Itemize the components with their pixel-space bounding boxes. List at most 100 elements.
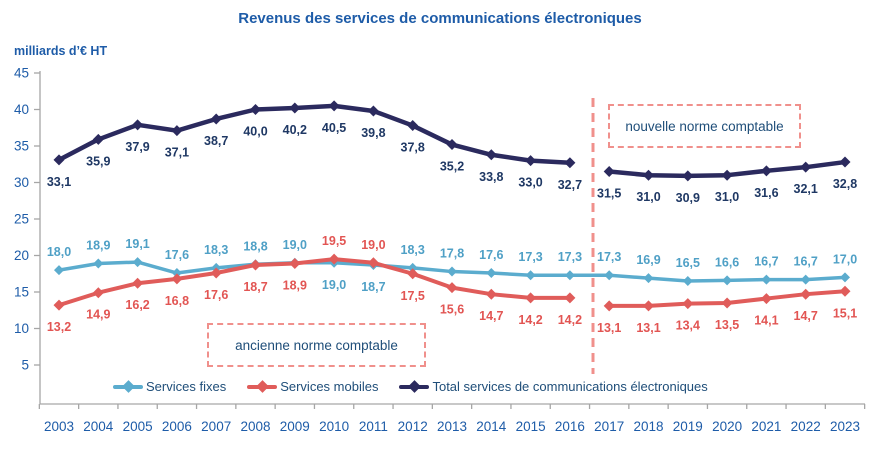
data-point-marker bbox=[367, 105, 379, 117]
chart-title: Revenus des services de communications é… bbox=[238, 10, 642, 27]
x-tick-label: 2010 bbox=[319, 419, 349, 434]
data-point-label: 16,7 bbox=[754, 255, 778, 269]
data-point-label: 37,8 bbox=[401, 141, 425, 155]
data-point-label: 35,2 bbox=[440, 160, 464, 174]
x-tick-label: 2005 bbox=[123, 419, 153, 434]
data-point-label: 16,5 bbox=[676, 256, 700, 270]
data-point-label: 17,6 bbox=[165, 248, 189, 262]
legend-item-fixes: Services fixes bbox=[113, 379, 226, 394]
x-tick-label: 2003 bbox=[44, 419, 74, 434]
x-tick-label: 2020 bbox=[712, 419, 742, 434]
y-tick-label: 35 bbox=[14, 139, 29, 154]
data-point-label: 13,4 bbox=[676, 319, 700, 333]
data-point-label: 35,9 bbox=[86, 154, 110, 168]
data-point-marker bbox=[525, 155, 537, 167]
data-point-marker bbox=[760, 293, 772, 305]
data-point-label: 17,8 bbox=[440, 247, 464, 261]
data-point-marker bbox=[92, 287, 104, 299]
data-point-marker bbox=[800, 288, 812, 300]
data-point-label: 17,0 bbox=[833, 252, 857, 266]
data-point-marker bbox=[328, 100, 340, 112]
data-point-label: 14,7 bbox=[794, 309, 818, 323]
data-point-label: 13,2 bbox=[47, 320, 71, 334]
data-point-label: 38,7 bbox=[204, 134, 228, 148]
data-point-label: 17,3 bbox=[597, 250, 621, 264]
y-tick-label: 10 bbox=[14, 321, 29, 336]
data-point-label: 30,9 bbox=[676, 191, 700, 205]
data-point-label: 33,8 bbox=[479, 170, 503, 184]
x-tick-label: 2015 bbox=[516, 419, 546, 434]
data-point-marker bbox=[839, 156, 851, 168]
data-point-marker bbox=[289, 102, 301, 114]
data-point-marker bbox=[603, 300, 615, 312]
data-point-marker bbox=[564, 292, 576, 304]
data-point-label: 17,3 bbox=[558, 250, 582, 264]
data-point-marker bbox=[564, 157, 576, 169]
data-point-label: 19,5 bbox=[322, 234, 346, 248]
y-tick-label: 20 bbox=[14, 248, 29, 263]
data-point-marker bbox=[682, 170, 694, 182]
data-point-label: 39,8 bbox=[361, 126, 385, 140]
x-tick-label: 2023 bbox=[830, 419, 860, 434]
legend-label-mobiles: Services mobiles bbox=[280, 379, 379, 394]
data-point-marker bbox=[132, 257, 143, 268]
data-point-label: 16,8 bbox=[165, 294, 189, 308]
data-point-marker bbox=[92, 133, 104, 145]
x-tick-label: 2009 bbox=[280, 419, 310, 434]
data-point-label: 13,1 bbox=[636, 321, 660, 335]
legend-label-fixes: Services fixes bbox=[146, 379, 227, 394]
data-point-marker bbox=[289, 258, 301, 270]
y-axis-unit-label: milliards d’€ HT bbox=[14, 44, 108, 58]
data-point-label: 17,3 bbox=[518, 250, 542, 264]
data-point-label: 40,2 bbox=[283, 123, 307, 137]
data-point-label: 31,0 bbox=[636, 190, 660, 204]
y-tick-label: 5 bbox=[21, 358, 29, 373]
y-tick-label: 30 bbox=[14, 175, 29, 190]
annotation-new-norm: nouvelle norme comptable bbox=[608, 104, 801, 148]
data-point-marker bbox=[446, 139, 458, 151]
data-point-label: 16,2 bbox=[125, 298, 149, 312]
data-point-label: 13,5 bbox=[715, 318, 739, 332]
data-point-marker bbox=[761, 274, 772, 285]
data-point-label: 19,0 bbox=[283, 238, 307, 252]
legend-label-total: Total services de communications électro… bbox=[432, 379, 708, 394]
data-point-marker bbox=[722, 275, 733, 286]
data-point-marker bbox=[603, 166, 615, 178]
x-tick-label: 2006 bbox=[162, 419, 192, 434]
annotation-old-norm: ancienne norme comptable bbox=[207, 323, 426, 367]
data-point-marker bbox=[328, 253, 340, 265]
data-point-marker bbox=[840, 272, 850, 283]
x-tick-label: 2014 bbox=[476, 419, 507, 434]
data-point-label: 17,6 bbox=[479, 248, 503, 262]
x-tick-label: 2007 bbox=[201, 419, 231, 434]
data-point-marker bbox=[486, 268, 497, 279]
data-point-label: 16,7 bbox=[794, 255, 818, 269]
data-point-marker bbox=[800, 161, 812, 173]
data-point-label: 14,1 bbox=[754, 314, 778, 328]
data-point-marker bbox=[210, 267, 222, 279]
data-point-marker bbox=[682, 276, 693, 287]
data-point-marker bbox=[839, 285, 851, 297]
data-point-marker bbox=[93, 258, 104, 269]
x-tick-label: 2016 bbox=[555, 419, 585, 434]
data-point-marker bbox=[54, 265, 64, 276]
data-point-marker bbox=[132, 277, 144, 289]
data-point-label: 16,9 bbox=[636, 253, 660, 267]
data-point-marker bbox=[447, 266, 457, 277]
series-line bbox=[57, 257, 572, 308]
data-point-label: 32,8 bbox=[833, 177, 857, 191]
y-tick-label: 45 bbox=[14, 66, 29, 81]
data-point-label: 31,5 bbox=[597, 187, 621, 201]
data-point-marker bbox=[250, 104, 261, 115]
data-point-label: 15,1 bbox=[833, 306, 857, 320]
data-point-label: 18,3 bbox=[204, 243, 228, 257]
data-point-label: 18,9 bbox=[86, 239, 110, 253]
data-point-marker bbox=[250, 259, 261, 271]
data-point-marker bbox=[643, 273, 654, 284]
data-point-marker bbox=[643, 169, 654, 181]
y-tick-label: 15 bbox=[14, 285, 29, 300]
data-point-marker bbox=[525, 292, 537, 304]
data-point-label: 18,7 bbox=[243, 280, 267, 294]
x-tick-label: 2018 bbox=[633, 419, 663, 434]
data-point-label: 18,0 bbox=[47, 245, 71, 259]
